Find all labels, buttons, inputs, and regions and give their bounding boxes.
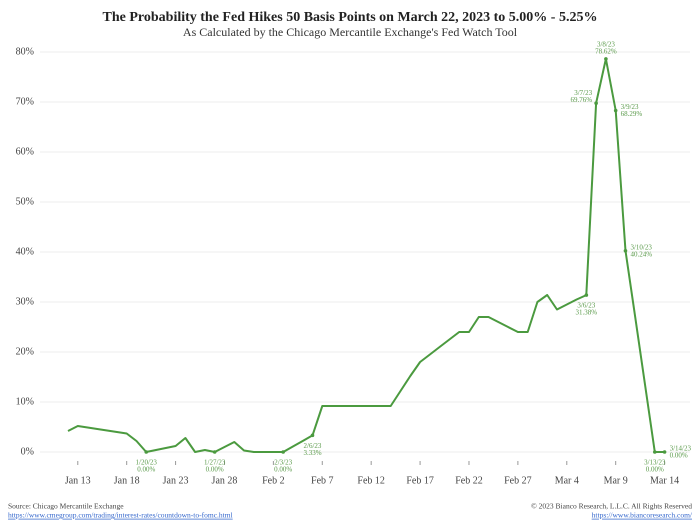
annotation-date: 3/13/23	[644, 459, 666, 467]
x-tick-label: Feb 17	[406, 475, 434, 486]
y-tick-label: 0%	[21, 446, 34, 457]
x-tick-label: Mar 14	[650, 475, 679, 486]
chart-subtitle: As Calculated by the Chicago Mercantile …	[183, 25, 518, 39]
annotation-label: 0.00%	[206, 466, 224, 474]
annotation-label: 31.38%	[576, 309, 598, 317]
x-tick-label: Feb 12	[357, 475, 385, 486]
y-tick-label: 30%	[16, 296, 34, 307]
x-tick-label: Feb 2	[262, 475, 285, 486]
annotation-label: 0.00%	[274, 466, 292, 474]
annotation-date: 3/10/23	[630, 243, 652, 251]
x-tick-label: Feb 27	[504, 475, 532, 486]
annotation-label: 3.33%	[303, 449, 321, 457]
annotation-date: 2/6/23	[304, 442, 322, 450]
annotation-label: 68.29%	[621, 110, 643, 118]
annotation-label: 0.00%	[646, 466, 664, 474]
annotation-label: 0.00%	[137, 466, 155, 474]
y-tick-label: 80%	[16, 46, 34, 57]
annotation-marker	[144, 450, 149, 454]
annotation-date: 3/8/23	[597, 41, 615, 49]
annotation-marker	[310, 433, 315, 438]
annotation-marker	[584, 293, 589, 297]
annotation-date: 3/9/23	[621, 103, 639, 111]
annotation-label: 69.76%	[571, 96, 593, 104]
copyright: © 2023 Bianco Research, L.L.C. All Right…	[531, 502, 692, 511]
annotation-date: 3/14/23	[670, 445, 692, 453]
annotation-marker	[653, 450, 657, 454]
annotation-label: 40.24%	[630, 250, 652, 258]
annotation-date: 2/3/23	[274, 459, 292, 467]
annotation-marker	[212, 450, 217, 454]
annotation-marker	[281, 450, 285, 454]
x-tick-label: Feb 22	[455, 475, 483, 486]
source-url[interactable]: https://www.cmegroup.com/trading/interes…	[8, 511, 233, 520]
x-tick-label: Feb 7	[311, 475, 334, 486]
annotation-marker	[594, 101, 598, 105]
x-tick-label: Jan 23	[163, 475, 189, 486]
annotation-date: 3/6/23	[577, 302, 595, 310]
source: Source: Chicago Mercantile Exchange	[8, 502, 124, 511]
y-tick-label: 50%	[16, 196, 34, 207]
annotation-date: 1/20/23	[136, 459, 158, 467]
annotation-date: 1/27/23	[204, 459, 226, 467]
annotation-date: 3/7/23	[574, 89, 592, 97]
x-tick-label: Mar 9	[604, 475, 628, 486]
chart-title: The Probability the Fed Hikes 50 Basis P…	[103, 10, 598, 25]
annotation-marker	[613, 108, 618, 113]
annotation-marker	[623, 249, 628, 253]
x-tick-label: Mar 4	[555, 475, 579, 486]
y-tick-label: 60%	[16, 146, 34, 157]
annotation-label: 78.62%	[595, 48, 617, 56]
x-tick-label: Jan 13	[65, 475, 91, 486]
x-tick-label: Jan 28	[212, 475, 238, 486]
annotation-label: 0.00%	[670, 452, 688, 460]
y-tick-label: 20%	[16, 346, 34, 357]
x-tick-label: Jan 18	[114, 475, 140, 486]
y-tick-label: 70%	[16, 96, 34, 107]
annotation-marker	[662, 450, 667, 454]
y-tick-label: 10%	[16, 396, 34, 407]
y-tick-label: 40%	[16, 246, 34, 257]
copyright-url[interactable]: https://www.biancoresearch.com/	[592, 511, 693, 520]
annotation-marker	[604, 57, 608, 61]
line-series	[67, 57, 665, 453]
